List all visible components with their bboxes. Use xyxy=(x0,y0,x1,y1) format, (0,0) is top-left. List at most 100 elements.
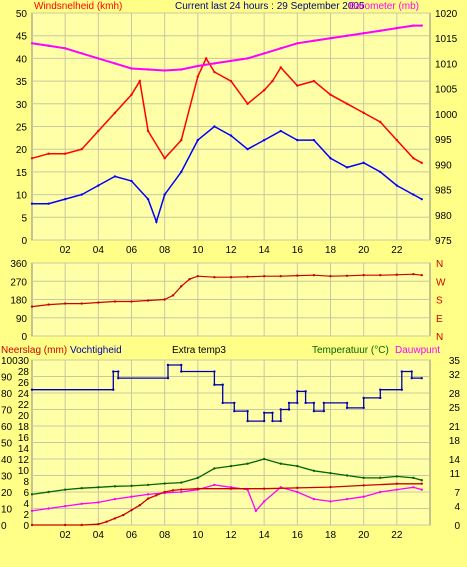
data-point-temperatuur xyxy=(395,475,399,478)
data-point-temperatuur xyxy=(345,474,349,477)
data-point-vochtigheid xyxy=(262,411,266,414)
data-point-vochtigheid xyxy=(180,370,183,373)
data-point-neerslag xyxy=(362,484,365,487)
data-point-neerslag xyxy=(138,504,141,507)
data-point-windstoten xyxy=(113,111,117,115)
data-point-windsnelheid xyxy=(362,161,365,165)
rain-y-tick-label: 30 xyxy=(1,472,13,483)
barometer-y-tick-label: 980 xyxy=(435,211,452,222)
humidity-y-tick-label: 12 xyxy=(18,455,30,466)
x-tick-label: 16 xyxy=(292,245,304,256)
data-point-dauwpunt xyxy=(213,483,216,487)
data-point-windsnelheid xyxy=(97,184,100,187)
data-point-barometer xyxy=(113,62,117,65)
data-point-windstoten xyxy=(379,120,382,124)
compass-label: E xyxy=(436,314,443,325)
data-point-windrichting xyxy=(262,274,266,278)
data-point-windstoten xyxy=(63,152,67,155)
data-point-windrichting xyxy=(420,273,423,277)
data-point-windstoten xyxy=(262,88,266,92)
data-point-windrichting xyxy=(47,303,50,306)
wind-right-ticks: 975 980 985 990 995 1000 1005 1010 1015 1020 xyxy=(435,9,458,247)
humidity-y-tick-label: 18 xyxy=(18,422,30,433)
data-point-neerslag xyxy=(155,494,158,497)
compass-label: N xyxy=(436,259,443,270)
wind-y-tick-label: 20 xyxy=(16,145,28,156)
data-point-windrichting xyxy=(279,274,282,278)
x-tick-label: 08 xyxy=(159,530,171,541)
data-point-vochtigheid xyxy=(180,363,183,367)
data-point-windstoten xyxy=(47,152,50,155)
x-tick-label: 12 xyxy=(225,245,237,256)
data-point-windrichting xyxy=(395,273,399,276)
barometer-y-tick-label: 985 xyxy=(435,186,452,197)
data-point-neerslag xyxy=(130,508,133,512)
x-tick-label: 22 xyxy=(391,245,403,256)
data-point-vochtigheid xyxy=(112,370,115,373)
wind-y-tick-label: 15 xyxy=(16,168,28,179)
data-point-barometer xyxy=(63,47,67,50)
data-point-temperatuur xyxy=(146,483,150,487)
data-point-temperatuur xyxy=(262,457,266,461)
data-point-vochtigheid xyxy=(420,376,423,380)
x-tick-label: 10 xyxy=(192,245,204,256)
data-point-neerslag xyxy=(97,522,100,526)
data-point-vochtigheid xyxy=(213,383,216,386)
data-point-windstoten xyxy=(345,102,349,106)
data-point-windstoten xyxy=(204,57,208,60)
data-point-temperatuur xyxy=(196,476,200,480)
rain-y-tick-label: 20 xyxy=(1,488,13,499)
wind-left-ticks: 0 5 10 15 20 25 30 35 40 45 50 xyxy=(16,9,28,247)
data-point-windrichting xyxy=(246,275,249,278)
data-point-windrichting xyxy=(345,274,349,277)
rain-y-tick-label: 80 xyxy=(1,389,13,400)
data-point-neerslag xyxy=(171,489,175,492)
barometer-y-tick-label: 1015 xyxy=(435,34,458,45)
x-tick-label: 10 xyxy=(192,530,204,541)
x-tick-label: 14 xyxy=(259,530,271,541)
data-point-dauwpunt xyxy=(329,500,332,503)
data-point-temperatuur xyxy=(213,467,216,470)
chart-title: Current last 24 hours : 29 September 200… xyxy=(175,1,365,12)
data-point-barometer xyxy=(279,47,282,50)
data-point-barometer xyxy=(97,57,100,60)
data-point-barometer xyxy=(196,64,200,68)
temperature-y-tick-label: 0 xyxy=(454,521,460,532)
data-point-barometer xyxy=(296,42,299,45)
data-point-windstoten xyxy=(296,84,299,87)
data-point-vochtigheid xyxy=(312,401,316,405)
data-point-vochtigheid xyxy=(362,396,365,400)
data-point-vochtigheid xyxy=(287,401,291,405)
data-point-windrichting xyxy=(97,301,100,304)
direction-y-tick-label: 270 xyxy=(10,277,27,288)
data-point-temperatuur xyxy=(420,479,423,482)
data-point-windrichting xyxy=(163,298,166,301)
data-point-barometer xyxy=(362,31,365,35)
data-point-windsnelheid xyxy=(130,179,133,183)
data-point-windsnelheid xyxy=(213,125,216,128)
data-point-dauwpunt xyxy=(362,495,365,498)
data-point-temperatuur xyxy=(113,485,117,488)
humidity-y-tick-label: 20 xyxy=(18,411,30,422)
data-point-barometer xyxy=(345,34,349,37)
data-point-temperatuur xyxy=(279,462,282,465)
temperature-x-ticks: 02 04 06 08 10 12 14 16 18 20 22 xyxy=(60,530,403,541)
data-point-windsnelheid xyxy=(196,138,200,142)
data-point-windstoten xyxy=(196,75,200,78)
data-point-temperatuur xyxy=(246,462,249,465)
data-point-windrichting xyxy=(213,275,216,279)
x-tick-label: 18 xyxy=(325,245,337,256)
data-point-windsnelheid xyxy=(345,166,349,169)
humidity-y-tick-label: 0 xyxy=(23,521,29,532)
humidity-y-tick-label: 24 xyxy=(18,389,30,400)
data-point-vochtigheid xyxy=(117,376,120,380)
data-point-vochtigheid xyxy=(279,408,282,411)
temperature-y-tick-label: 14 xyxy=(449,455,461,466)
data-point-windstoten xyxy=(97,129,100,133)
temperature-y-tick-label: 28 xyxy=(449,389,461,400)
data-point-windsnelheid xyxy=(155,220,158,224)
data-point-dauwpunt xyxy=(254,509,258,513)
